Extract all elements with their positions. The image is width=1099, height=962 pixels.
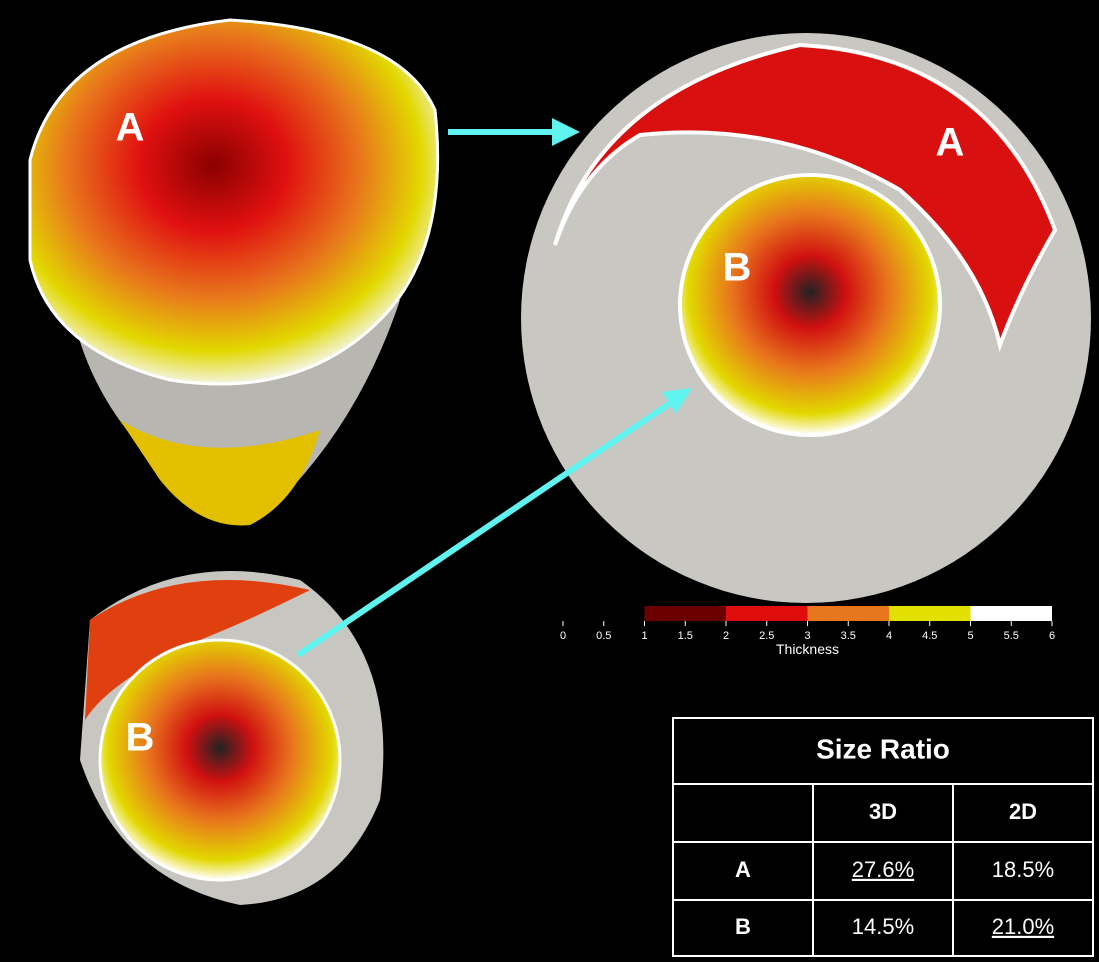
colorbar-tick-label: 2 — [723, 630, 729, 642]
colorbar-tick-label: 5 — [967, 630, 973, 642]
region-label: A — [936, 121, 965, 165]
row-header: A — [735, 857, 751, 882]
colorbar-tick-label: 0.5 — [596, 630, 611, 642]
colorbar: 0 0.5 1 1.5 2 2.5 3 3.5 4 4.5 5 5.5 6 Thickness — [560, 606, 1055, 657]
region-label: B — [126, 716, 155, 760]
colorbar-band — [807, 606, 889, 621]
colorbar-band — [970, 606, 1052, 621]
region-label: A — [116, 106, 145, 150]
arrows — [296, 118, 692, 658]
colorbar-tick-label: 0 — [560, 630, 566, 642]
colorbar-band — [889, 606, 971, 621]
table-cell: 21.0% — [992, 914, 1054, 939]
column-header: 2D — [1009, 799, 1037, 824]
colorbar-tick-label: 2.5 — [759, 630, 774, 642]
table-cell: 27.6% — [852, 857, 914, 882]
heart-top-view — [28, 18, 440, 526]
colorbar-tick-label: 5.5 — [1004, 630, 1019, 642]
table-cell: 14.5% — [852, 914, 914, 939]
size-ratio-table: Size Ratio 3D 2D A 27.6% 18.5% B 14.5% 21.0% — [672, 717, 1094, 957]
projection-disk — [521, 33, 1091, 603]
table-title: Size Ratio — [816, 733, 950, 764]
colorbar-tick-label: 4 — [886, 630, 892, 642]
colorbar-tick-label: 4.5 — [922, 630, 937, 642]
colorbar-tick-label: 3 — [804, 630, 810, 642]
colorbar-band — [644, 606, 726, 621]
colorbar-title: Thickness — [776, 641, 839, 657]
colorbar-tick-label: 1.5 — [678, 630, 693, 642]
column-header: 3D — [869, 799, 897, 824]
colorbar-tick-label: 6 — [1049, 630, 1055, 642]
colorbar-band — [726, 606, 808, 621]
colorbar-tick-label: 1 — [641, 630, 647, 642]
table-frame — [672, 717, 1094, 957]
row-header: B — [735, 914, 751, 939]
colorbar-tick-label: 3.5 — [841, 630, 856, 642]
region-label: B — [723, 246, 752, 290]
heart-bottom-view — [80, 571, 384, 905]
table-cell: 18.5% — [992, 857, 1054, 882]
